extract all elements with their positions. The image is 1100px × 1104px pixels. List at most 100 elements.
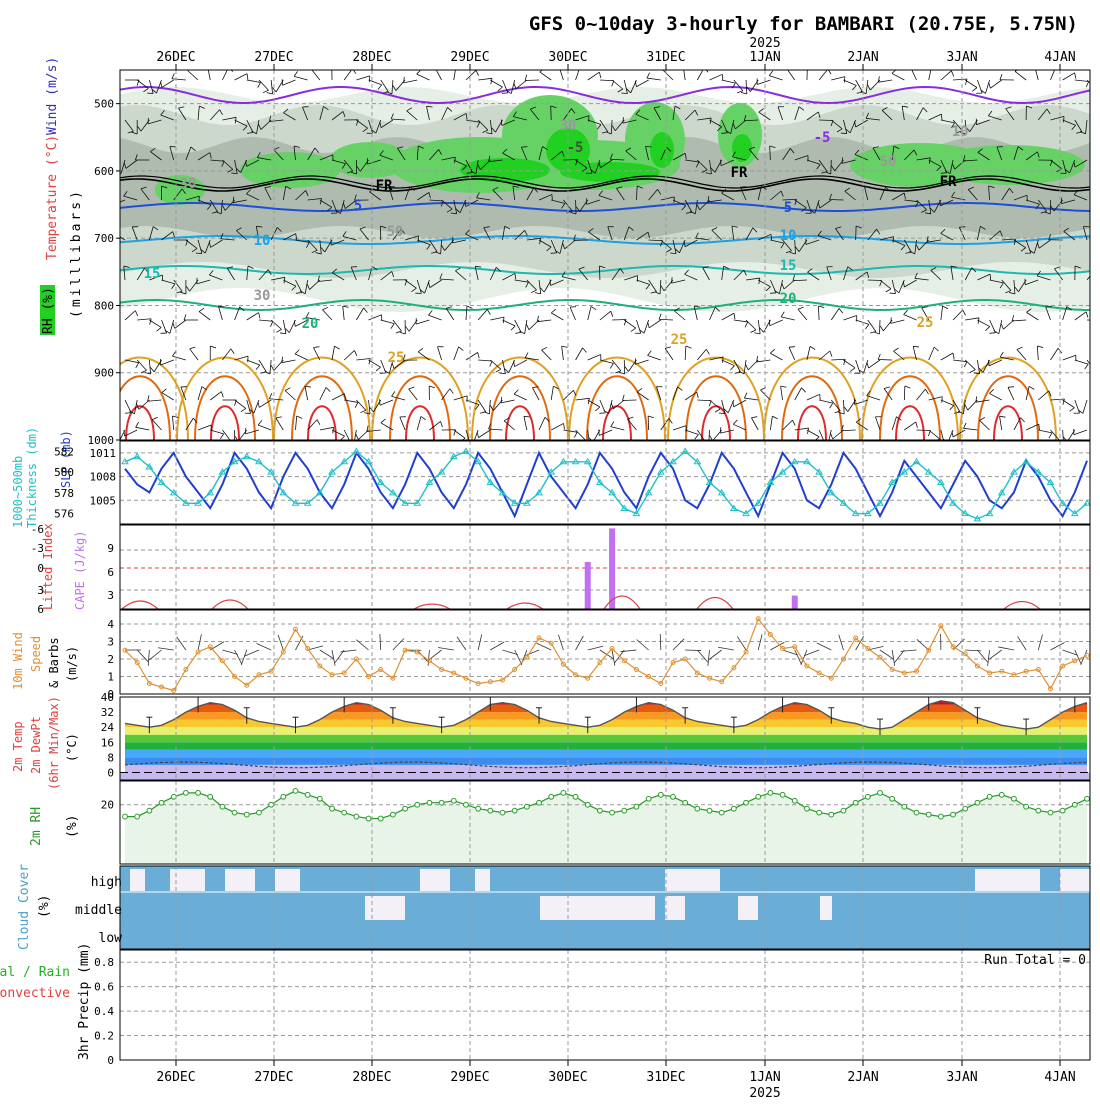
lifted-tick: -3 (31, 542, 44, 555)
cloud-high-block-7 (975, 869, 1040, 891)
wind-barb-flag-upper (1096, 269, 1099, 274)
rh2m-point (171, 794, 176, 799)
rh2m-point (598, 808, 603, 813)
wind-barb-flag-upper (891, 317, 892, 323)
wind10m-barb (137, 650, 148, 662)
rh2m-point (439, 800, 444, 805)
contour-label: 50 (880, 154, 897, 170)
cloud-middle-block-4 (738, 896, 758, 920)
rh2m-point (269, 802, 274, 807)
pressure-tick-500: 500 (94, 98, 114, 111)
wind-barb-flag-upper (1092, 90, 1097, 93)
rh2m-point (744, 800, 749, 805)
precip-tick: 0.4 (94, 1005, 114, 1018)
cloud-middle-block-1 (540, 896, 600, 920)
cloud-cover-axis-label: Cloud Cover (17, 864, 32, 950)
date-bottom-31dec: 31DEC (646, 1070, 685, 1085)
slp-tick-1005: 1005 (90, 494, 117, 507)
cape-tick: 9 (107, 542, 114, 555)
rh2m-point (1048, 810, 1053, 815)
wind10m-barb (340, 650, 356, 652)
cloud-high-block-3 (275, 869, 300, 891)
contour-label: 5 (784, 200, 792, 216)
precip-tick: 0 (107, 1054, 114, 1067)
wind10m-barb (988, 650, 990, 666)
rh2m-point (975, 800, 980, 805)
thickness-tick-580: 580 (54, 466, 74, 479)
date-top-28dec: 28DEC (352, 50, 391, 65)
precip-convective-label: Convective (0, 986, 70, 1001)
cloud-high-block-8 (1060, 869, 1090, 891)
rh2m-point (951, 812, 956, 817)
rh2m-point (938, 814, 943, 819)
thickness-axis-label-1: 1000~500mb (11, 456, 25, 528)
pressure-tick-800: 800 (94, 299, 114, 312)
contour-label: 15 (780, 258, 797, 274)
lifted-tick: 3 (37, 584, 44, 597)
wind-barb-flag-upper (913, 346, 919, 347)
rh2m-point (427, 800, 432, 805)
wind10m-barb (320, 650, 334, 658)
wind10m-barb (278, 635, 283, 650)
rh2m-point (756, 794, 761, 799)
rh2m-point (208, 794, 213, 799)
temp-band-3 (120, 742, 1090, 750)
cloud-high-block-0 (130, 869, 145, 891)
wind-barb-flag-upper (770, 293, 776, 294)
rh2m-axis-label: 2m RH (29, 807, 44, 846)
lifted-index-bump-0 (122, 601, 158, 609)
rh2m-point (342, 810, 347, 815)
frame-slp (120, 441, 1090, 524)
rh2m-point (464, 802, 469, 807)
wind-barb-flag-upper (332, 66, 338, 68)
cloud-panel-axis-labels: Cloud Cover (%) high middle low (17, 864, 122, 950)
wind-tick-3: 3 (107, 636, 114, 649)
wind-unit-axis-label: (m/s) (65, 646, 79, 682)
temp-band-7 (120, 712, 1090, 720)
rh2m-point (293, 788, 298, 793)
wind10m-barb (558, 635, 563, 650)
temp-tick-32: 32 (101, 706, 114, 719)
rh2m-unit-axis-label: (%) (65, 815, 80, 838)
wind10m-barb (429, 650, 442, 660)
wind10m-panel (120, 617, 1090, 693)
wind10m-barb (685, 650, 701, 651)
rh2m-point (537, 800, 542, 805)
rh2m-point (476, 806, 481, 811)
rh2m-panel (120, 788, 1090, 864)
rh2m-point (330, 806, 335, 811)
temp-tick-0: 0 (107, 766, 114, 779)
lifted-index-bump-1 (212, 600, 248, 609)
date-bottom-26dec: 26DEC (156, 1070, 195, 1085)
millibars-axis-label: (milllibars) (69, 188, 84, 318)
contour-label: 20 (780, 291, 797, 307)
contour-label: 30 (254, 288, 271, 304)
chart-title: GFS 0~10day 3-hourly for BAMBARI (20.75E… (529, 13, 1078, 35)
rh-moist-5 (330, 142, 410, 178)
rh2m-point (281, 794, 286, 799)
pressure-tick-700: 700 (94, 232, 114, 245)
wind10m-barb (478, 634, 482, 650)
wind-barb-flag-upper (584, 443, 590, 444)
wind10m-barb (737, 637, 746, 650)
lifted-tick: -6 (31, 523, 44, 536)
rh2m-point (354, 814, 359, 819)
precip-panel-axis-labels: Total / Rain Convective 3hr Precip (mm) … (0, 943, 1086, 1060)
lifted-index-bump-6 (1004, 602, 1040, 610)
rh2m-point (865, 794, 870, 799)
year-label-bottom: 2025 (749, 1086, 780, 1100)
rh2m-point (890, 796, 895, 801)
rh2m-point (963, 806, 968, 811)
wind-barb-flag-upper (864, 186, 870, 187)
rh2m-point (1024, 804, 1029, 809)
rh2m-point (841, 808, 846, 813)
pressure-tick-1000: 1000 (88, 434, 115, 447)
cape-bar (585, 562, 591, 609)
rh2m-point (378, 816, 383, 821)
wind10m-barb (977, 650, 987, 662)
wind10m-barb (998, 647, 1014, 650)
wind10m-barb (515, 650, 522, 664)
contour-label: 10 (952, 124, 969, 140)
wind-panel-axis-labels: 10m Wind Speed & Barbs (m/s) (11, 632, 79, 690)
